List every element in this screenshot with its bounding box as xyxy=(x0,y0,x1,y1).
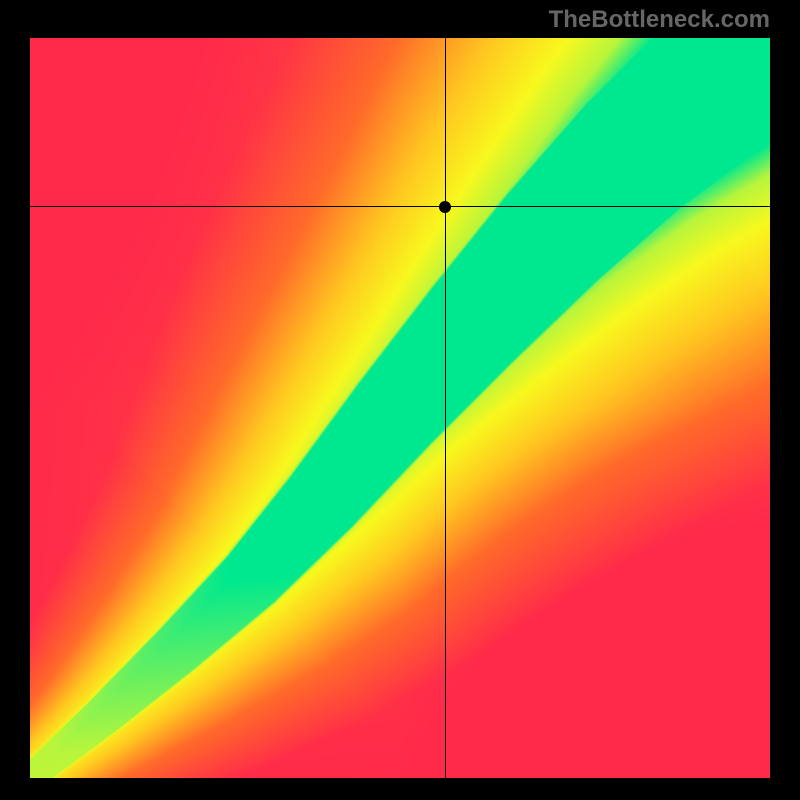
crosshair-vertical xyxy=(445,38,446,778)
crosshair-horizontal xyxy=(30,206,770,207)
chart-container: { "watermark": { "text": "TheBottleneck.… xyxy=(0,0,800,800)
watermark-text: TheBottleneck.com xyxy=(549,6,770,34)
heatmap-canvas xyxy=(30,38,770,778)
crosshair-marker xyxy=(439,201,451,213)
plot-area xyxy=(30,38,770,778)
